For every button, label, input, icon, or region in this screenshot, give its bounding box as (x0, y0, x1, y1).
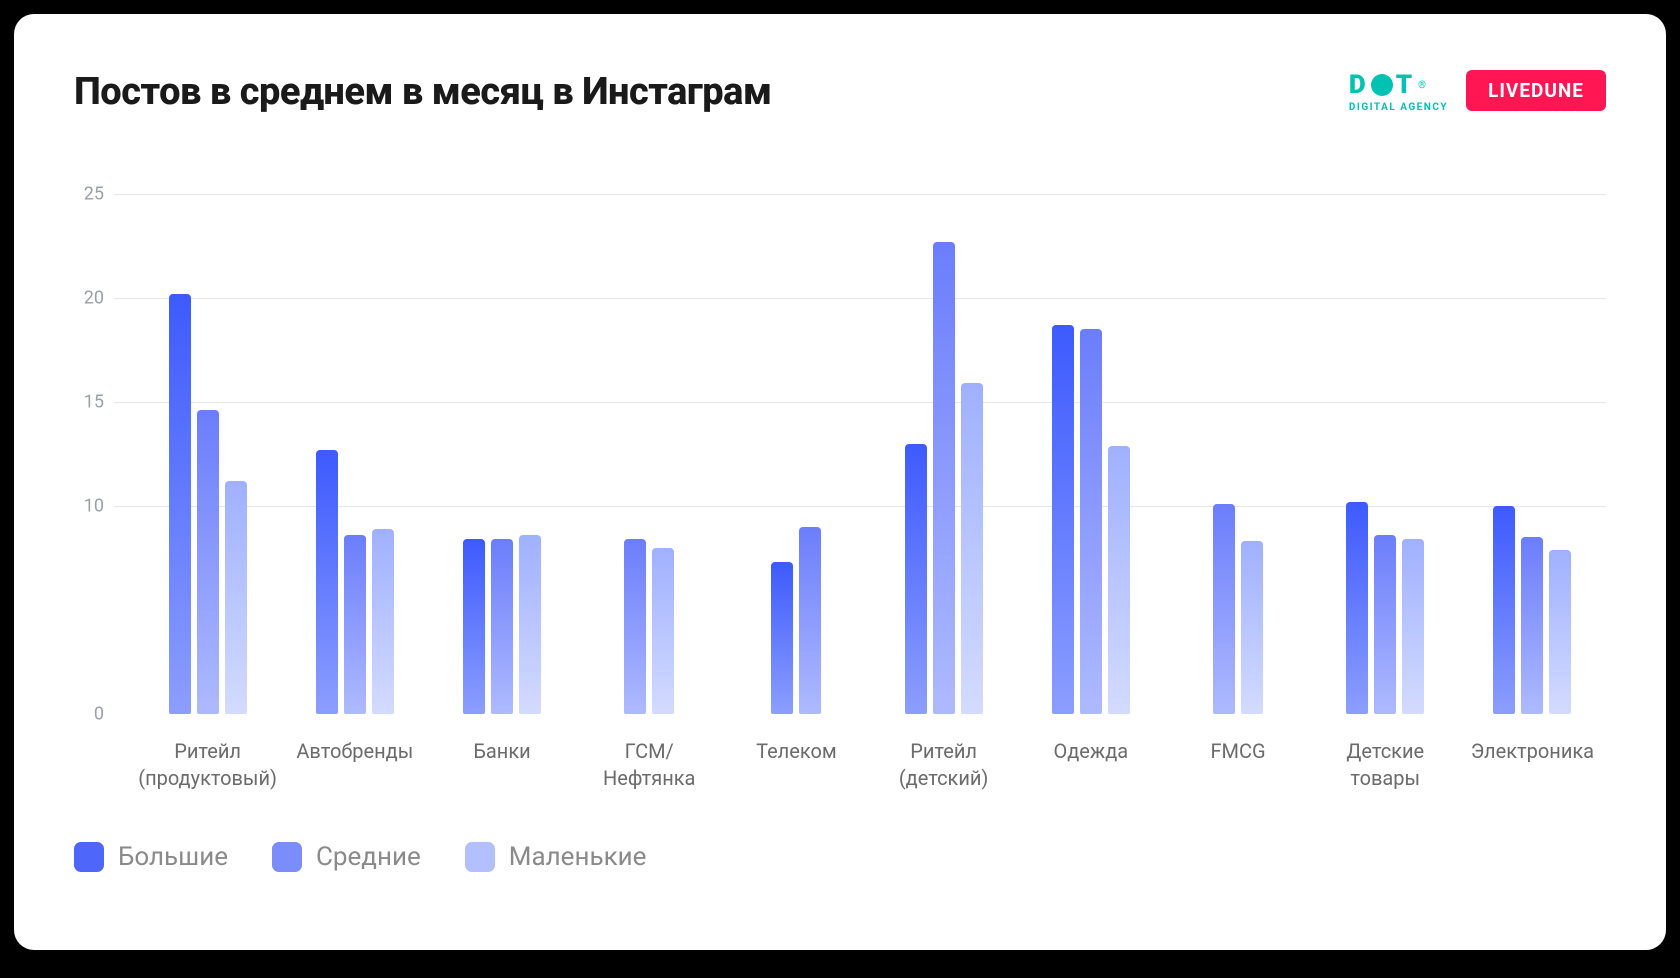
y-tick: 0 (74, 704, 104, 725)
bar (316, 450, 338, 714)
bar (961, 383, 983, 714)
bar (1052, 325, 1074, 714)
bar-group (723, 194, 870, 714)
dot-logo: D T ® DIGITAL AGENCY (1349, 70, 1448, 113)
chart-card: Постов в среднем в месяц в Инстаграм D T… (14, 14, 1666, 950)
livedune-badge: LIVEDUNE (1466, 70, 1606, 111)
bar (169, 294, 191, 714)
bar (771, 562, 793, 714)
bar (1374, 535, 1396, 714)
legend: Большие Средние Маленькие (74, 842, 1606, 872)
legend-swatch (465, 842, 495, 872)
bar (344, 535, 366, 714)
bar-group (1164, 194, 1311, 714)
bar (652, 548, 674, 714)
bar (624, 539, 646, 714)
x-label: Одежда (1017, 724, 1164, 804)
bar (197, 410, 219, 714)
bar (491, 539, 513, 714)
bar-group (1459, 194, 1606, 714)
bar (1346, 502, 1368, 714)
x-label: ГСМ/ Нефтянка (576, 724, 723, 804)
plot-area: 010152025 (114, 184, 1606, 714)
bar-group (281, 194, 428, 714)
bar (1108, 446, 1130, 714)
bar (1493, 506, 1515, 714)
bar (1549, 550, 1571, 714)
header: Постов в среднем в месяц в Инстаграм D T… (74, 70, 1606, 114)
legend-item: Большие (74, 842, 228, 872)
bar (933, 242, 955, 714)
y-tick: 15 (74, 392, 104, 413)
x-label: Банки (428, 724, 575, 804)
dot-logo-t: T (1396, 70, 1414, 100)
bar (905, 444, 927, 714)
bar-group (1017, 194, 1164, 714)
x-label: Ритейл (детский) (870, 724, 1017, 804)
bar (463, 539, 485, 714)
bar (1213, 504, 1235, 714)
y-tick: 20 (74, 288, 104, 309)
legend-swatch (272, 842, 302, 872)
bar (799, 527, 821, 714)
x-axis-labels: Ритейл (продуктовый)АвтобрендыБанкиГСМ/ … (134, 724, 1606, 804)
legend-label: Большие (118, 842, 228, 872)
bar (225, 481, 247, 714)
logo-row: D T ® DIGITAL AGENCY LIVEDUNE (1349, 70, 1606, 113)
dot-logo-d: D (1349, 70, 1368, 100)
x-label: Электроника (1459, 724, 1606, 804)
bar-group (428, 194, 575, 714)
bar-group (1312, 194, 1459, 714)
dot-logo-sub: DIGITAL AGENCY (1349, 102, 1448, 113)
bar-group (134, 194, 281, 714)
y-tick: 10 (74, 496, 104, 517)
legend-label: Маленькие (509, 842, 647, 872)
x-label: Автобренды (281, 724, 428, 804)
bar (519, 535, 541, 714)
bar (372, 529, 394, 714)
bar (1402, 539, 1424, 714)
bar (1241, 541, 1263, 714)
bar (1080, 329, 1102, 714)
x-label: FMCG (1164, 724, 1311, 804)
bar-group (576, 194, 723, 714)
bar (1521, 537, 1543, 714)
x-label: Детские товары (1312, 724, 1459, 804)
x-label: Ритейл (продуктовый) (134, 724, 281, 804)
bar-group (870, 194, 1017, 714)
legend-label: Средние (316, 842, 421, 872)
legend-swatch (74, 842, 104, 872)
x-label: Телеком (723, 724, 870, 804)
dot-logo-reg: ® (1418, 80, 1426, 91)
dot-logo-o-icon (1371, 74, 1393, 96)
y-tick: 25 (74, 184, 104, 205)
legend-item: Маленькие (465, 842, 647, 872)
chart-title: Постов в среднем в месяц в Инстаграм (74, 70, 771, 114)
chart: 010152025 Ритейл (продуктовый)Автобренды… (74, 184, 1606, 804)
legend-item: Средние (272, 842, 421, 872)
